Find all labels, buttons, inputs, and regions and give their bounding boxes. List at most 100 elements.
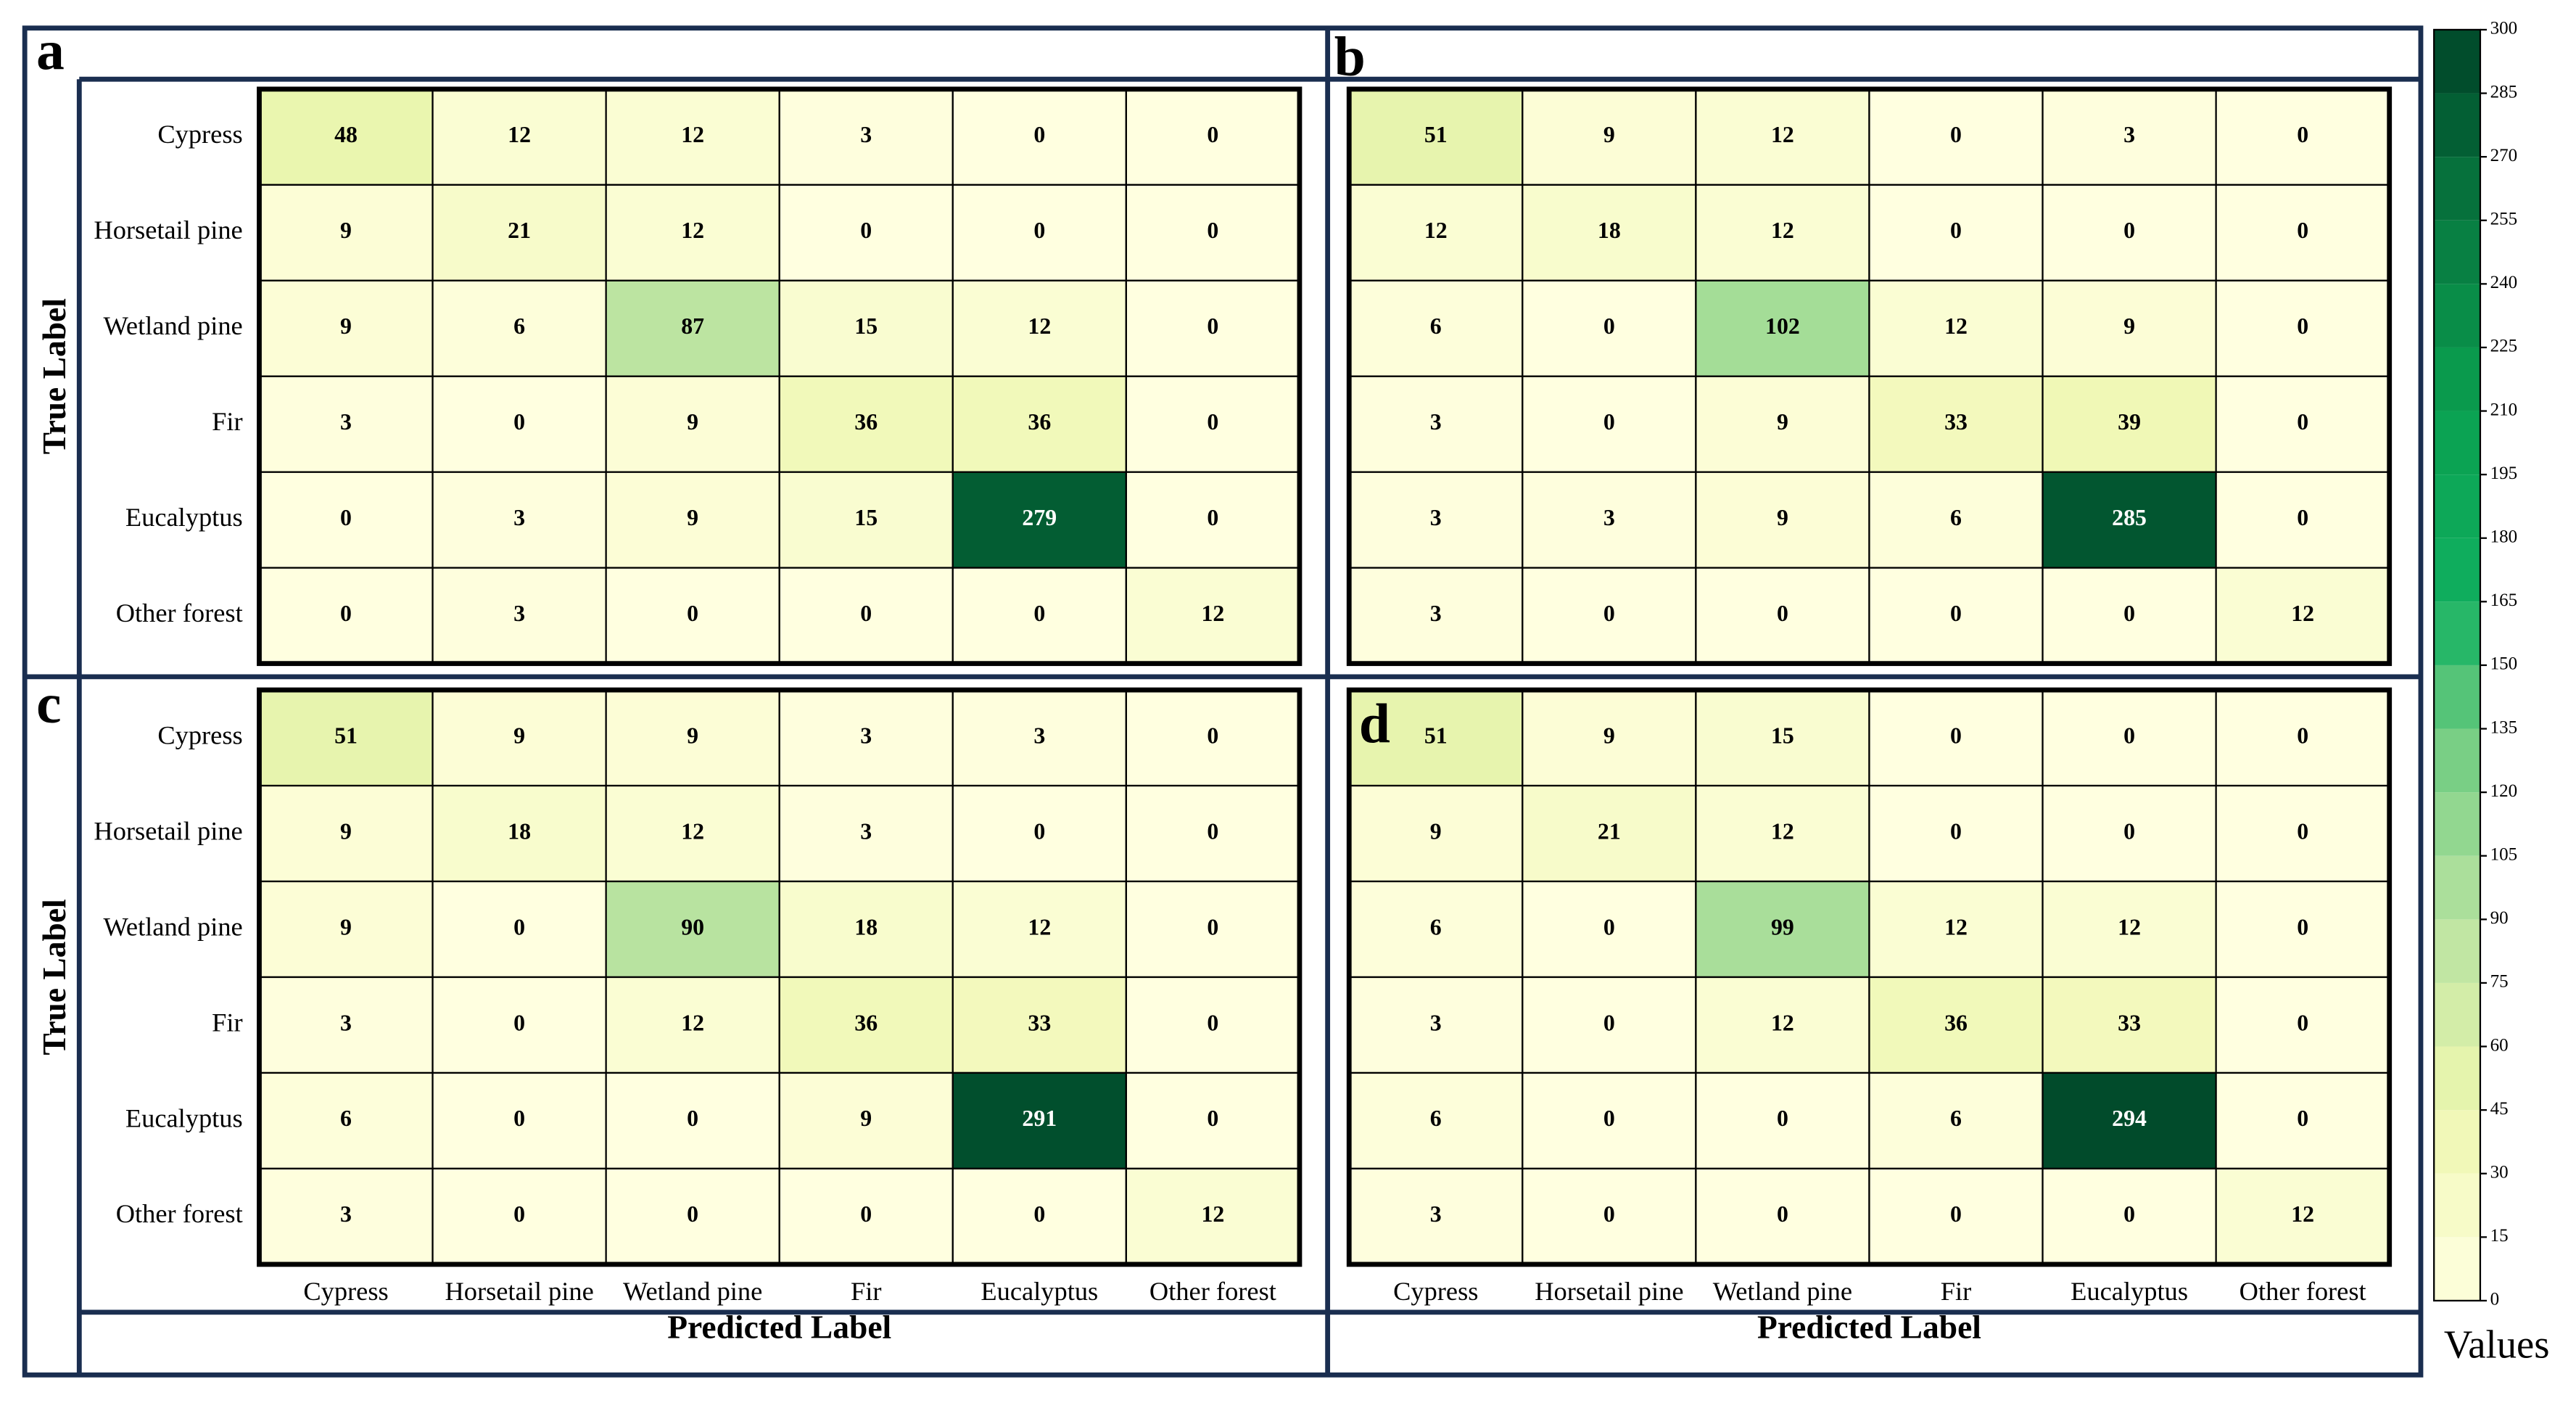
cell-value: 0 [860,601,872,626]
heatmap-cell [2215,1167,2390,1266]
heatmap-cell [2042,976,2217,1074]
colorbar-bin [2434,157,2480,221]
x-tick-label: Cypress [1393,1277,1478,1306]
cell-value: 9 [1430,818,1442,844]
cell-value: 0 [1950,122,1962,147]
colorbar-bin [2434,1237,2480,1301]
heatmap-cell [605,184,780,281]
colorbar-tick-label: 240 [2490,273,2518,292]
cell-value: 3 [2123,122,2135,147]
colorbar-tick-label: 75 [2490,972,2509,992]
cell-value: 3 [1430,601,1442,626]
cell-value: 3 [1430,409,1442,435]
cell-value: 33 [1944,409,1968,435]
cell-value: 9 [340,818,352,844]
heatmap-cell [258,880,434,979]
cell-value: 18 [854,914,878,939]
cell-value: 12 [1771,218,1794,243]
heatmap-cell [2042,880,2217,979]
colorbar-tick-label: 150 [2490,654,2518,674]
colorbar-tick-label: 270 [2490,146,2518,165]
heatmap-cell [951,375,1127,473]
y-tick-label: Fir [212,407,243,436]
cell-value: 36 [854,409,878,435]
heatmap-cell [1695,976,1870,1074]
colorbar-tick-label: 60 [2490,1035,2509,1055]
cell-value: 0 [2297,723,2308,748]
heatmap-cell [1695,88,1870,186]
cell-value: 0 [2297,218,2308,243]
cell-value: 0 [2297,313,2308,339]
cell-value: 12 [681,1010,704,1035]
heatmap-border [1346,86,2393,667]
colorbar-bin [2434,284,2480,347]
x-tick-label: Wetland pine [1713,1277,1852,1306]
colorbar-tick-label: 285 [2490,82,2518,102]
y-tick-label: Other forest [116,598,243,628]
cell-value: 15 [854,505,878,530]
cell-value: 9 [687,409,698,435]
x-tick-label: Eucalyptus [2071,1277,2188,1306]
cell-value: 0 [2297,1106,2308,1131]
cell-value: 0 [1950,601,1962,626]
heatmap-cell [605,1167,780,1266]
heatmap-cell [1522,784,1697,883]
cell-value: 0 [1207,505,1218,530]
heatmap-cell [2215,279,2390,377]
y-tick-label: Wetland pine [103,311,242,340]
heatmap-cell [258,1167,434,1266]
heatmap-cell [1348,471,1524,569]
colorbar-bin [2434,982,2480,1047]
heatmap-cell [1695,880,1870,979]
heatmap-cell [1868,880,2044,979]
colorbar-bin [2434,855,2480,920]
heatmap-cell [1348,688,1524,787]
cell-value: 0 [513,409,525,435]
colorbar-bin [2434,601,2480,665]
colorbar-bin [2434,347,2480,411]
heatmap-cell [2042,784,2217,883]
heatmap-cell [1348,184,1524,281]
cell-value: 0 [513,1010,525,1035]
cell-value: 0 [1207,1106,1218,1131]
heatmap-cell [432,471,607,569]
cell-value: 0 [513,1201,525,1227]
cell-value: 0 [2297,409,2308,435]
x-tick-label: Horsetail pine [445,1277,593,1306]
panel-label: c [36,672,61,735]
cell-value: 9 [1603,723,1615,748]
heatmap-cell [1522,88,1697,186]
heatmap-cell [1522,880,1697,979]
x-tick-label: Eucalyptus [981,1277,1098,1306]
cell-value: 3 [860,723,872,748]
cell-value: 9 [513,723,525,748]
heatmap-cell [2215,471,2390,569]
colorbar-bin [2434,1046,2480,1111]
heatmap-cell [2215,1071,2390,1170]
heatmap-cell [1695,784,1870,883]
cell-value: 9 [1777,505,1788,530]
heatmap-cell [951,1167,1127,1266]
heatmap-border [257,86,1303,667]
cell-value: 12 [1424,218,1448,243]
cell-value: 12 [2291,1201,2314,1227]
colorbar-tick-label: 225 [2490,337,2518,356]
cell-value: 12 [681,122,704,147]
cell-value: 6 [513,313,525,339]
cell-value: 0 [1033,122,1045,147]
cell-value: 0 [1950,218,1962,243]
colorbar-tick-label: 15 [2490,1226,2509,1246]
cell-value: 0 [2123,818,2135,844]
cell-value: 0 [1950,723,1962,748]
colorbar-bin [2434,728,2480,793]
heatmap-cell [1125,688,1301,787]
cell-value: 90 [681,914,704,939]
y-tick-label: Wetland pine [103,912,242,941]
cell-value: 18 [508,818,531,844]
heatmap-cell [432,567,607,665]
cell-value: 9 [860,1106,872,1131]
heatmap-cell [951,880,1127,979]
heatmap-cell [605,880,780,979]
cell-value: 12 [1201,1201,1224,1227]
